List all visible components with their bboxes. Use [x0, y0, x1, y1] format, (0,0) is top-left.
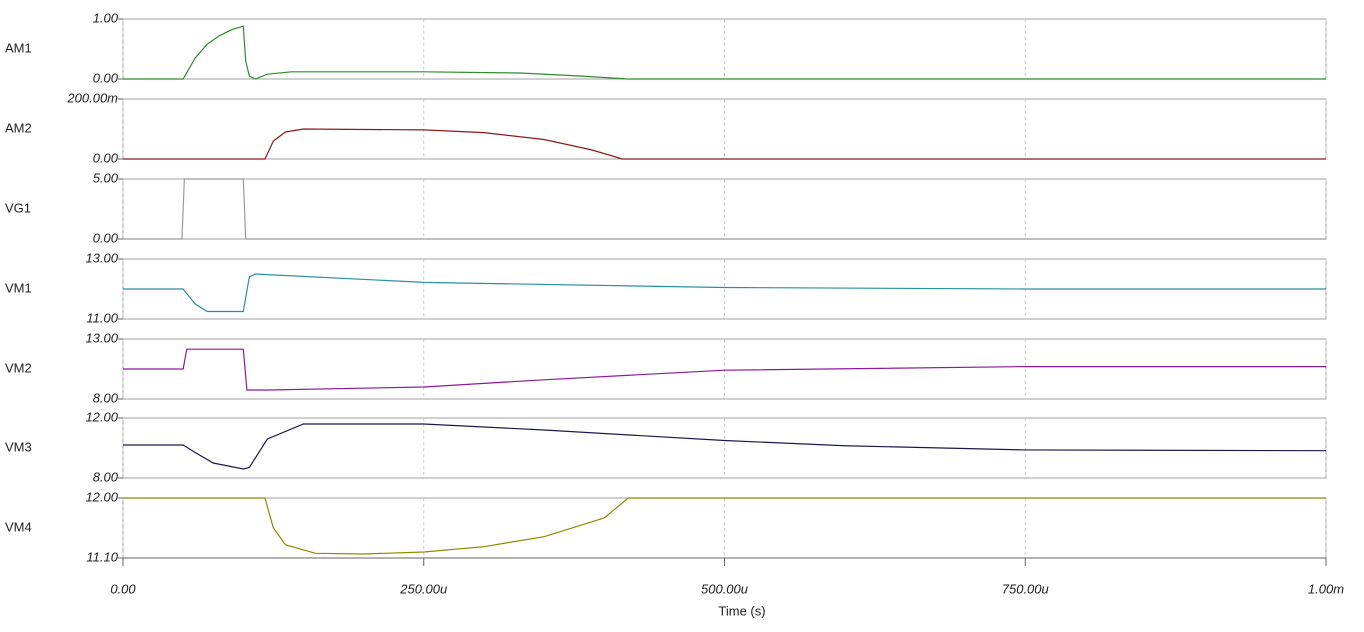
y-tick-label: 0.00 — [93, 150, 119, 165]
series-line — [123, 128, 1326, 160]
x-tick-label: 250.00u — [399, 581, 447, 596]
y-tick-label: 8.00 — [93, 469, 119, 484]
x-tick-label: 500.00u — [701, 581, 748, 596]
series-label: VM3 — [5, 439, 32, 454]
series-line — [123, 497, 1326, 555]
series-label: VM1 — [5, 280, 32, 295]
series-label: AM1 — [5, 40, 32, 55]
series-label: VM2 — [5, 360, 32, 375]
series-line — [123, 178, 1326, 240]
y-tick-label: 12.00 — [85, 489, 118, 504]
y-tick-label: 0.00 — [93, 230, 119, 245]
series-label: VG1 — [5, 200, 31, 215]
x-axis-label: Time (s) — [718, 603, 765, 618]
x-tick-label: 750.00u — [1002, 581, 1049, 596]
y-tick-label: 0.00 — [93, 70, 119, 85]
series-line — [123, 423, 1327, 470]
y-tick-label: 11.00 — [86, 310, 118, 325]
y-tick-label: 200.00m — [66, 90, 118, 105]
x-tick-label: 0.00 — [110, 581, 136, 596]
y-tick-label: 13.00 — [85, 250, 118, 265]
x-tick-label: 1.00m — [1308, 581, 1344, 596]
y-tick-label: 13.00 — [85, 330, 118, 345]
y-tick-label: 11.10 — [86, 549, 118, 564]
series-line — [123, 25, 1326, 80]
y-tick-label: 12.00 — [85, 409, 118, 424]
series-line — [123, 273, 1326, 313]
series-label: VM4 — [5, 519, 32, 534]
series-label: AM2 — [5, 120, 32, 135]
y-tick-label: 8.00 — [93, 390, 119, 405]
series-line — [123, 348, 1326, 391]
y-tick-label: 5.00 — [93, 170, 119, 185]
y-tick-label: 1.00 — [93, 10, 119, 25]
